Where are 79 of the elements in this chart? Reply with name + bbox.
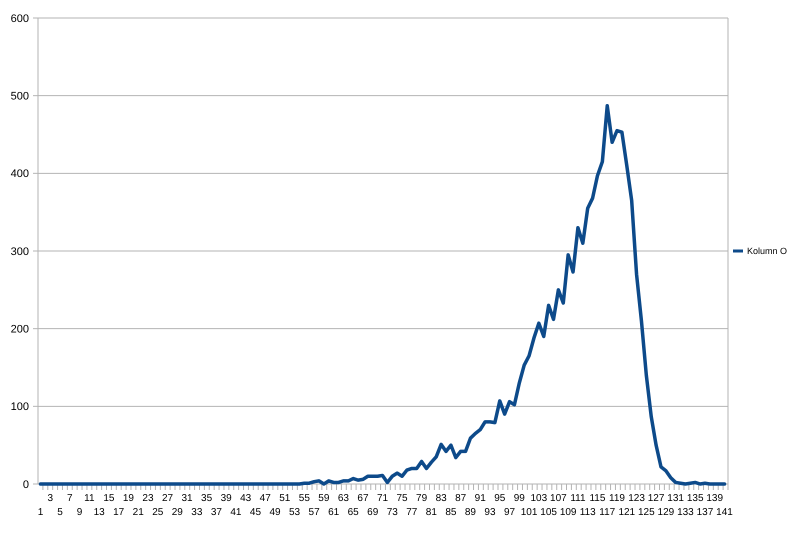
x-tick-label: 41 — [230, 507, 242, 518]
x-tick-label: 109 — [560, 507, 577, 518]
x-tick-label: 95 — [494, 493, 506, 504]
x-tick-label: 13 — [94, 507, 106, 518]
x-tick-label: 141 — [716, 507, 734, 518]
x-tick-label: 49 — [269, 507, 282, 518]
x-tick-label: 129 — [658, 507, 675, 518]
x-tick-label: 107 — [550, 493, 568, 504]
x-tick-label: 73 — [386, 507, 398, 518]
x-tick-label: 61 — [328, 507, 340, 518]
x-tick-label: 9 — [76, 507, 83, 518]
x-tick-label: 55 — [298, 493, 310, 504]
x-tick-label: 91 — [474, 493, 486, 504]
x-tick-label: 65 — [348, 507, 360, 518]
y-tick-label: 500 — [10, 90, 29, 103]
x-tick-label: 71 — [376, 493, 388, 504]
x-tick-label: 53 — [288, 507, 301, 518]
x-tick-label: 45 — [250, 507, 262, 518]
x-tick-label: 43 — [240, 493, 252, 504]
x-tick-label: 31 — [182, 493, 194, 504]
x-tick-label: 33 — [191, 507, 203, 518]
x-tick-label: 77 — [406, 507, 418, 518]
x-tick-label: 113 — [580, 507, 596, 518]
x-tick-label: 67 — [357, 493, 369, 504]
x-tick-label: 99 — [514, 493, 526, 504]
x-tick-label: 85 — [445, 507, 457, 518]
x-tick-label: 103 — [530, 493, 548, 504]
x-tick-label: 11 — [84, 493, 95, 504]
x-tick-label: 63 — [338, 493, 350, 504]
x-tick-label: 135 — [686, 493, 704, 504]
y-tick-label: 400 — [10, 168, 29, 180]
x-tick-label: 51 — [279, 493, 291, 504]
x-tick-label: 89 — [464, 507, 476, 518]
x-tick-label: 29 — [172, 507, 184, 518]
x-tick-label: 111 — [570, 493, 586, 504]
x-tick-label: 83 — [436, 493, 448, 504]
x-tick-label: 17 — [113, 507, 125, 518]
x-tick-label: 1 — [38, 507, 44, 518]
y-tick-label: 600 — [10, 12, 29, 25]
x-tick-label: 125 — [638, 507, 656, 518]
x-tick-label: 115 — [589, 493, 606, 504]
x-tick-label: 37 — [210, 507, 222, 518]
x-tick-label: 35 — [201, 493, 213, 504]
x-tick-label: 3 — [47, 493, 54, 504]
legend-label: Kolumn O — [747, 246, 788, 256]
x-tick-label: 75 — [396, 493, 408, 504]
y-tick-label: 200 — [10, 324, 29, 336]
x-tick-label: 59 — [318, 493, 330, 504]
x-tick-label: 105 — [540, 507, 558, 518]
x-tick-label: 121 — [618, 507, 636, 518]
x-tick-label: 81 — [426, 507, 438, 518]
x-tick-label: 57 — [308, 507, 320, 518]
x-tick-label: 47 — [260, 493, 272, 504]
x-tick-label: 119 — [609, 493, 626, 504]
x-tick-label: 97 — [504, 507, 516, 518]
x-tick-label: 123 — [628, 493, 646, 504]
x-tick-label: 15 — [103, 493, 115, 504]
x-tick-label: 25 — [152, 507, 164, 518]
y-tick-label: 100 — [10, 401, 29, 414]
x-tick-label: 39 — [220, 493, 232, 504]
x-tick-label: 93 — [484, 507, 496, 518]
y-tick-label: 300 — [10, 246, 29, 258]
x-tick-label: 21 — [132, 507, 144, 518]
x-tick-label: 131 — [667, 493, 684, 504]
x-tick-label: 69 — [367, 507, 379, 518]
x-tick-label: 19 — [122, 493, 134, 504]
x-tick-label: 101 — [520, 507, 538, 518]
x-tick-label: 27 — [162, 493, 174, 504]
x-tick-label: 117 — [599, 507, 616, 518]
x-tick-label: 87 — [455, 493, 467, 504]
x-tick-label: 7 — [67, 493, 74, 504]
x-tick-label: 133 — [677, 507, 694, 518]
y-tick-label: 0 — [22, 478, 29, 491]
x-tick-label: 79 — [416, 493, 428, 504]
x-tick-label: 139 — [706, 493, 724, 504]
x-tick-label: 5 — [57, 507, 64, 518]
x-tick-label: 127 — [648, 493, 665, 504]
x-tick-label: 137 — [696, 507, 714, 518]
x-tick-label: 23 — [142, 493, 154, 504]
